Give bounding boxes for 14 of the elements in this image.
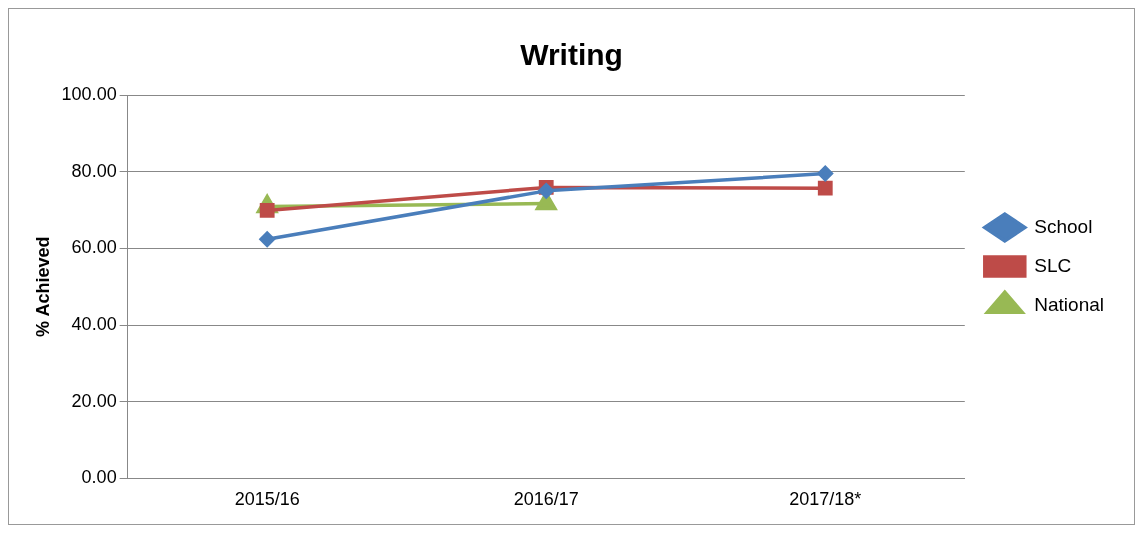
- chart-title: Writing: [520, 38, 623, 72]
- y-axis-title: % Achieved: [32, 236, 53, 337]
- legend-label: SLC: [1034, 254, 1072, 276]
- y-tick-label: 0.00: [81, 467, 117, 488]
- y-tick-label: 40.00: [71, 314, 117, 335]
- y-tick-label: 60.00: [71, 237, 117, 258]
- y-tick-label: 80.00: [71, 160, 117, 181]
- x-tick-label: 2016/17: [513, 489, 579, 510]
- y-tick-label: 100.00: [61, 83, 117, 104]
- x-tick-label: 2015/16: [234, 489, 300, 510]
- x-tick-label: 2017/18*: [789, 489, 862, 510]
- legend-label: School: [1034, 215, 1093, 237]
- legend-label: National: [1034, 293, 1105, 315]
- y-tick-label: 20.00: [71, 390, 117, 411]
